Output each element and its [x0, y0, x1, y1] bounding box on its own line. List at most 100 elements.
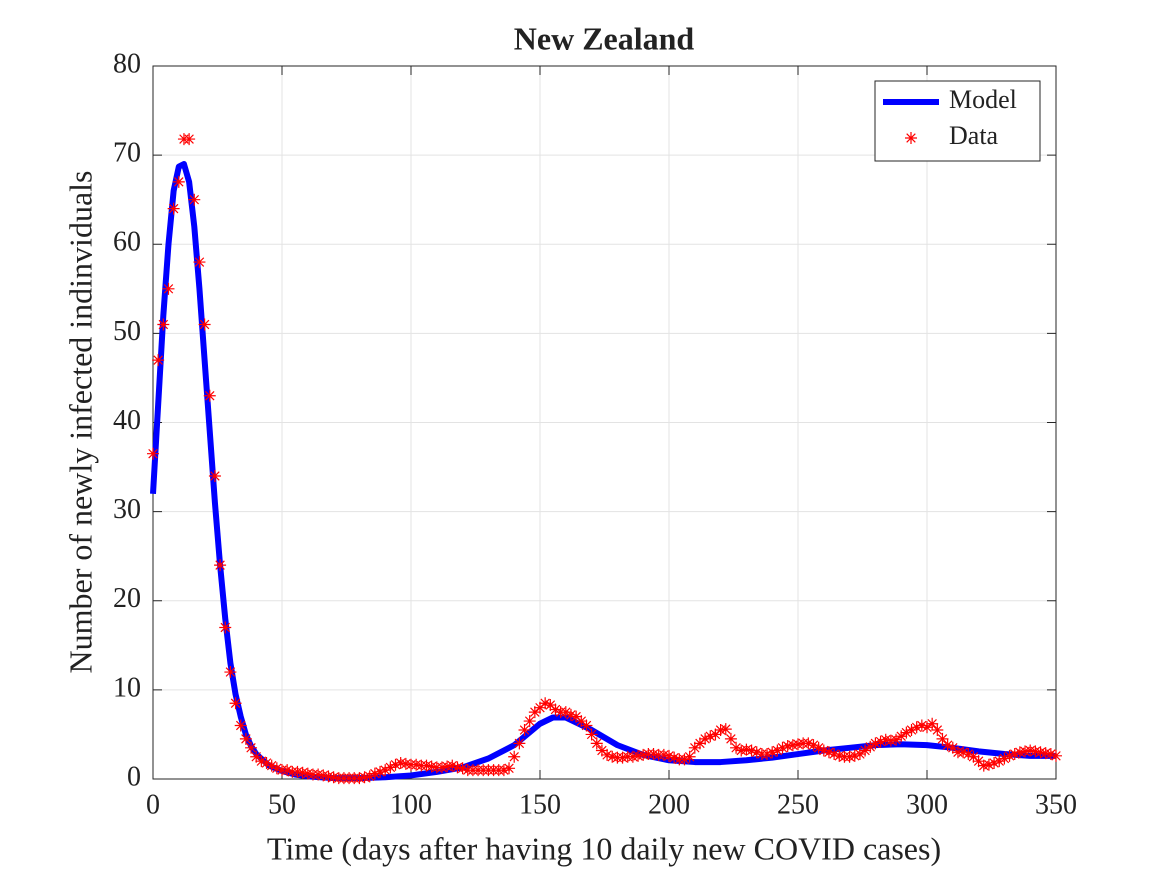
data-marker — [363, 770, 376, 783]
data-marker — [1044, 748, 1057, 761]
data-marker — [198, 318, 211, 331]
data-marker — [890, 733, 903, 746]
data-marker — [683, 750, 696, 763]
data-marker — [245, 741, 258, 754]
data-marker — [766, 746, 779, 759]
data-marker — [616, 751, 629, 764]
data-marker — [559, 706, 572, 719]
data-marker — [590, 737, 603, 750]
data-marker — [647, 748, 660, 761]
data-marker — [183, 133, 196, 146]
data-marker — [988, 756, 1001, 769]
data-marker — [539, 697, 552, 710]
data-marker — [781, 740, 794, 753]
legend: Model Data — [874, 80, 1041, 162]
data-marker — [544, 699, 557, 712]
x-tick-label: 0 — [146, 789, 160, 820]
data-marker — [817, 744, 830, 757]
y-tick-label: 40 — [113, 405, 141, 436]
data-marker — [374, 765, 387, 778]
data-marker — [740, 743, 753, 756]
data-marker — [693, 737, 706, 750]
data-marker — [250, 750, 263, 763]
data-marker — [255, 755, 268, 768]
data-marker — [879, 733, 892, 746]
data-marker — [915, 719, 928, 732]
data-marker — [399, 757, 412, 770]
y-tick-label: 0 — [127, 761, 141, 792]
data-marker — [239, 732, 252, 745]
data-marker — [384, 761, 397, 774]
data-marker — [864, 740, 877, 753]
data-marker — [265, 759, 278, 772]
data-marker — [962, 748, 975, 761]
data-marker — [993, 755, 1006, 768]
data-marker — [967, 750, 980, 763]
x-axis-label: Time (days after having 10 daily new COV… — [267, 830, 941, 866]
data-marker — [368, 767, 381, 780]
data-marker — [688, 741, 701, 754]
data-marker — [508, 750, 521, 763]
data-marker — [972, 755, 985, 768]
data-marker — [678, 753, 691, 766]
data-marker — [157, 318, 170, 331]
data-marker — [580, 719, 593, 732]
data-marker — [585, 728, 598, 741]
x-tick-label: 150 — [519, 789, 561, 820]
data-marker — [281, 764, 294, 777]
data-marker — [699, 732, 712, 745]
data-marker — [518, 723, 531, 736]
data-marker — [1013, 746, 1026, 759]
x-tick-label: 50 — [268, 789, 296, 820]
data-marker — [941, 739, 954, 752]
data-marker — [869, 737, 882, 750]
data-marker — [270, 762, 283, 775]
data-marker — [1003, 749, 1016, 762]
data-marker — [843, 750, 856, 763]
data-marker — [957, 746, 970, 759]
data-marker — [503, 762, 516, 775]
x-tick-label: 250 — [777, 789, 819, 820]
data-marker — [977, 759, 990, 772]
x-tick-label: 100 — [390, 789, 432, 820]
data-marker — [188, 193, 201, 206]
data-marker — [296, 766, 309, 779]
data-marker — [632, 749, 645, 762]
x-tick-label: 350 — [1035, 789, 1077, 820]
data-marker — [750, 746, 763, 759]
y-tick-label: 30 — [113, 494, 141, 525]
data-marker — [446, 759, 459, 772]
data-marker — [394, 756, 407, 769]
data-marker — [822, 746, 835, 759]
data-marker — [410, 758, 423, 771]
data-marker — [724, 732, 737, 745]
data-marker — [353, 772, 366, 785]
legend-label: Model — [949, 85, 1017, 114]
data-marker — [730, 741, 743, 754]
data-marker — [534, 701, 546, 714]
data-marker — [714, 723, 727, 736]
data-marker — [379, 764, 392, 777]
data-marker — [884, 734, 897, 747]
y-tick-label: 20 — [113, 583, 141, 614]
data-marker — [704, 730, 717, 743]
y-tick-label: 10 — [113, 672, 141, 703]
data-marker — [162, 282, 175, 295]
data-marker — [946, 741, 959, 754]
data-marker — [214, 559, 227, 572]
data-marker — [812, 741, 825, 754]
data-marker — [709, 728, 722, 741]
data-marker — [152, 354, 165, 367]
data-marker — [219, 621, 232, 634]
data-marker — [570, 710, 583, 723]
data-marker — [905, 723, 918, 736]
data-marker — [327, 771, 340, 784]
data-marker — [1039, 747, 1052, 760]
data-marker — [792, 738, 804, 751]
data-marker — [1019, 745, 1032, 758]
data-marker — [260, 756, 273, 769]
data-marker — [358, 771, 371, 784]
data-marker — [147, 447, 159, 460]
data-marker — [833, 749, 846, 762]
data-marker — [982, 758, 995, 771]
